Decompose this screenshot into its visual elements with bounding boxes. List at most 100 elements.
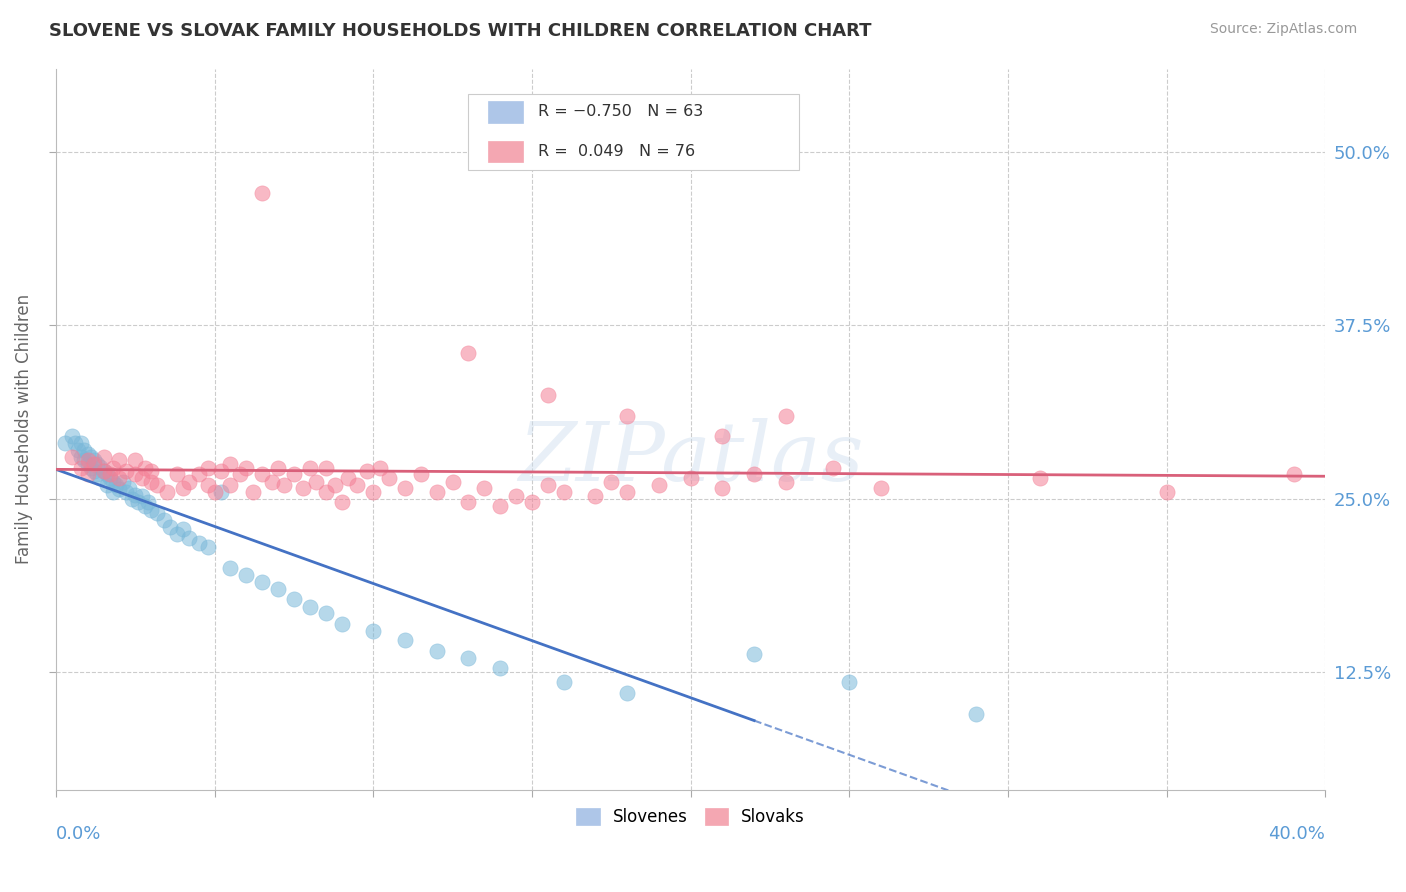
Point (394, 481, 416, 495)
Point (63, 436, 86, 450)
Point (426, 644, 449, 658)
Point (250, 575, 273, 590)
Point (346, 478, 368, 492)
Point (98, 467, 121, 481)
Point (139, 464, 162, 478)
Text: R = −0.750   N = 63: R = −0.750 N = 63 (538, 104, 703, 120)
Point (108, 482, 131, 496)
Point (298, 461, 321, 475)
Point (153, 513, 176, 527)
Point (315, 606, 337, 620)
Point (93, 464, 115, 478)
Point (472, 481, 495, 495)
Point (146, 506, 169, 520)
Point (101, 484, 124, 499)
Point (361, 484, 384, 499)
Point (823, 461, 845, 475)
Point (537, 387, 560, 401)
Point (305, 475, 328, 490)
Point (457, 346, 479, 360)
Point (219, 457, 242, 471)
Point (583, 489, 606, 503)
Point (86, 467, 108, 481)
Point (775, 409, 797, 423)
Point (93, 450, 115, 465)
Point (89, 471, 111, 485)
Point (378, 471, 401, 485)
Point (187, 536, 209, 550)
Point (172, 481, 194, 495)
Point (323, 478, 346, 492)
Bar (488, 101, 523, 123)
Point (600, 475, 623, 490)
Point (105, 478, 128, 492)
Point (60, 429, 83, 443)
Point (457, 651, 479, 665)
Point (330, 616, 353, 631)
Point (209, 484, 232, 499)
Point (273, 478, 295, 492)
Point (124, 467, 146, 481)
Point (197, 478, 219, 492)
Point (775, 475, 797, 490)
Point (70, 450, 93, 465)
Point (76, 453, 98, 467)
Point (76, 457, 98, 471)
Point (179, 475, 201, 490)
Point (98, 471, 121, 485)
Point (139, 475, 162, 490)
Point (124, 488, 146, 502)
Point (139, 503, 162, 517)
Point (235, 461, 257, 475)
Point (283, 591, 305, 606)
Point (616, 484, 638, 499)
Point (298, 600, 321, 615)
Point (197, 541, 219, 555)
Point (55, 436, 77, 450)
Point (187, 467, 209, 481)
Point (172, 522, 194, 536)
Point (616, 686, 638, 700)
Point (83, 453, 105, 467)
Point (441, 475, 464, 490)
Point (136, 494, 159, 508)
Point (235, 568, 257, 582)
Point (330, 494, 353, 508)
Point (146, 478, 169, 492)
Point (553, 484, 575, 499)
Y-axis label: Family Households with Children: Family Households with Children (15, 294, 32, 565)
Point (457, 494, 479, 508)
Point (711, 481, 734, 495)
Text: SLOVENE VS SLOVAK FAMILY HOUSEHOLDS WITH CHILDREN CORRELATION CHART: SLOVENE VS SLOVAK FAMILY HOUSEHOLDS WITH… (49, 22, 872, 40)
Point (166, 526, 188, 541)
Point (870, 481, 893, 495)
Point (67, 443, 90, 458)
Point (356, 464, 378, 478)
Point (267, 582, 290, 596)
Point (131, 471, 153, 485)
Point (80, 450, 103, 465)
Point (361, 624, 384, 638)
Point (250, 186, 273, 201)
Point (336, 471, 359, 485)
Point (1282, 467, 1305, 481)
Bar (488, 141, 523, 162)
Point (219, 478, 242, 492)
Point (131, 489, 153, 503)
Point (134, 461, 156, 475)
Legend: Slovenes, Slovaks: Slovenes, Slovaks (569, 801, 811, 832)
Point (267, 461, 290, 475)
Point (368, 461, 391, 475)
Point (537, 478, 560, 492)
Point (73, 443, 96, 458)
Point (426, 484, 449, 499)
Point (96, 467, 118, 481)
Point (197, 461, 219, 475)
Point (520, 494, 543, 508)
Point (76, 447, 98, 461)
Point (648, 478, 671, 492)
Point (101, 461, 124, 475)
Point (83, 457, 105, 471)
FancyBboxPatch shape (468, 94, 799, 169)
Point (679, 471, 702, 485)
